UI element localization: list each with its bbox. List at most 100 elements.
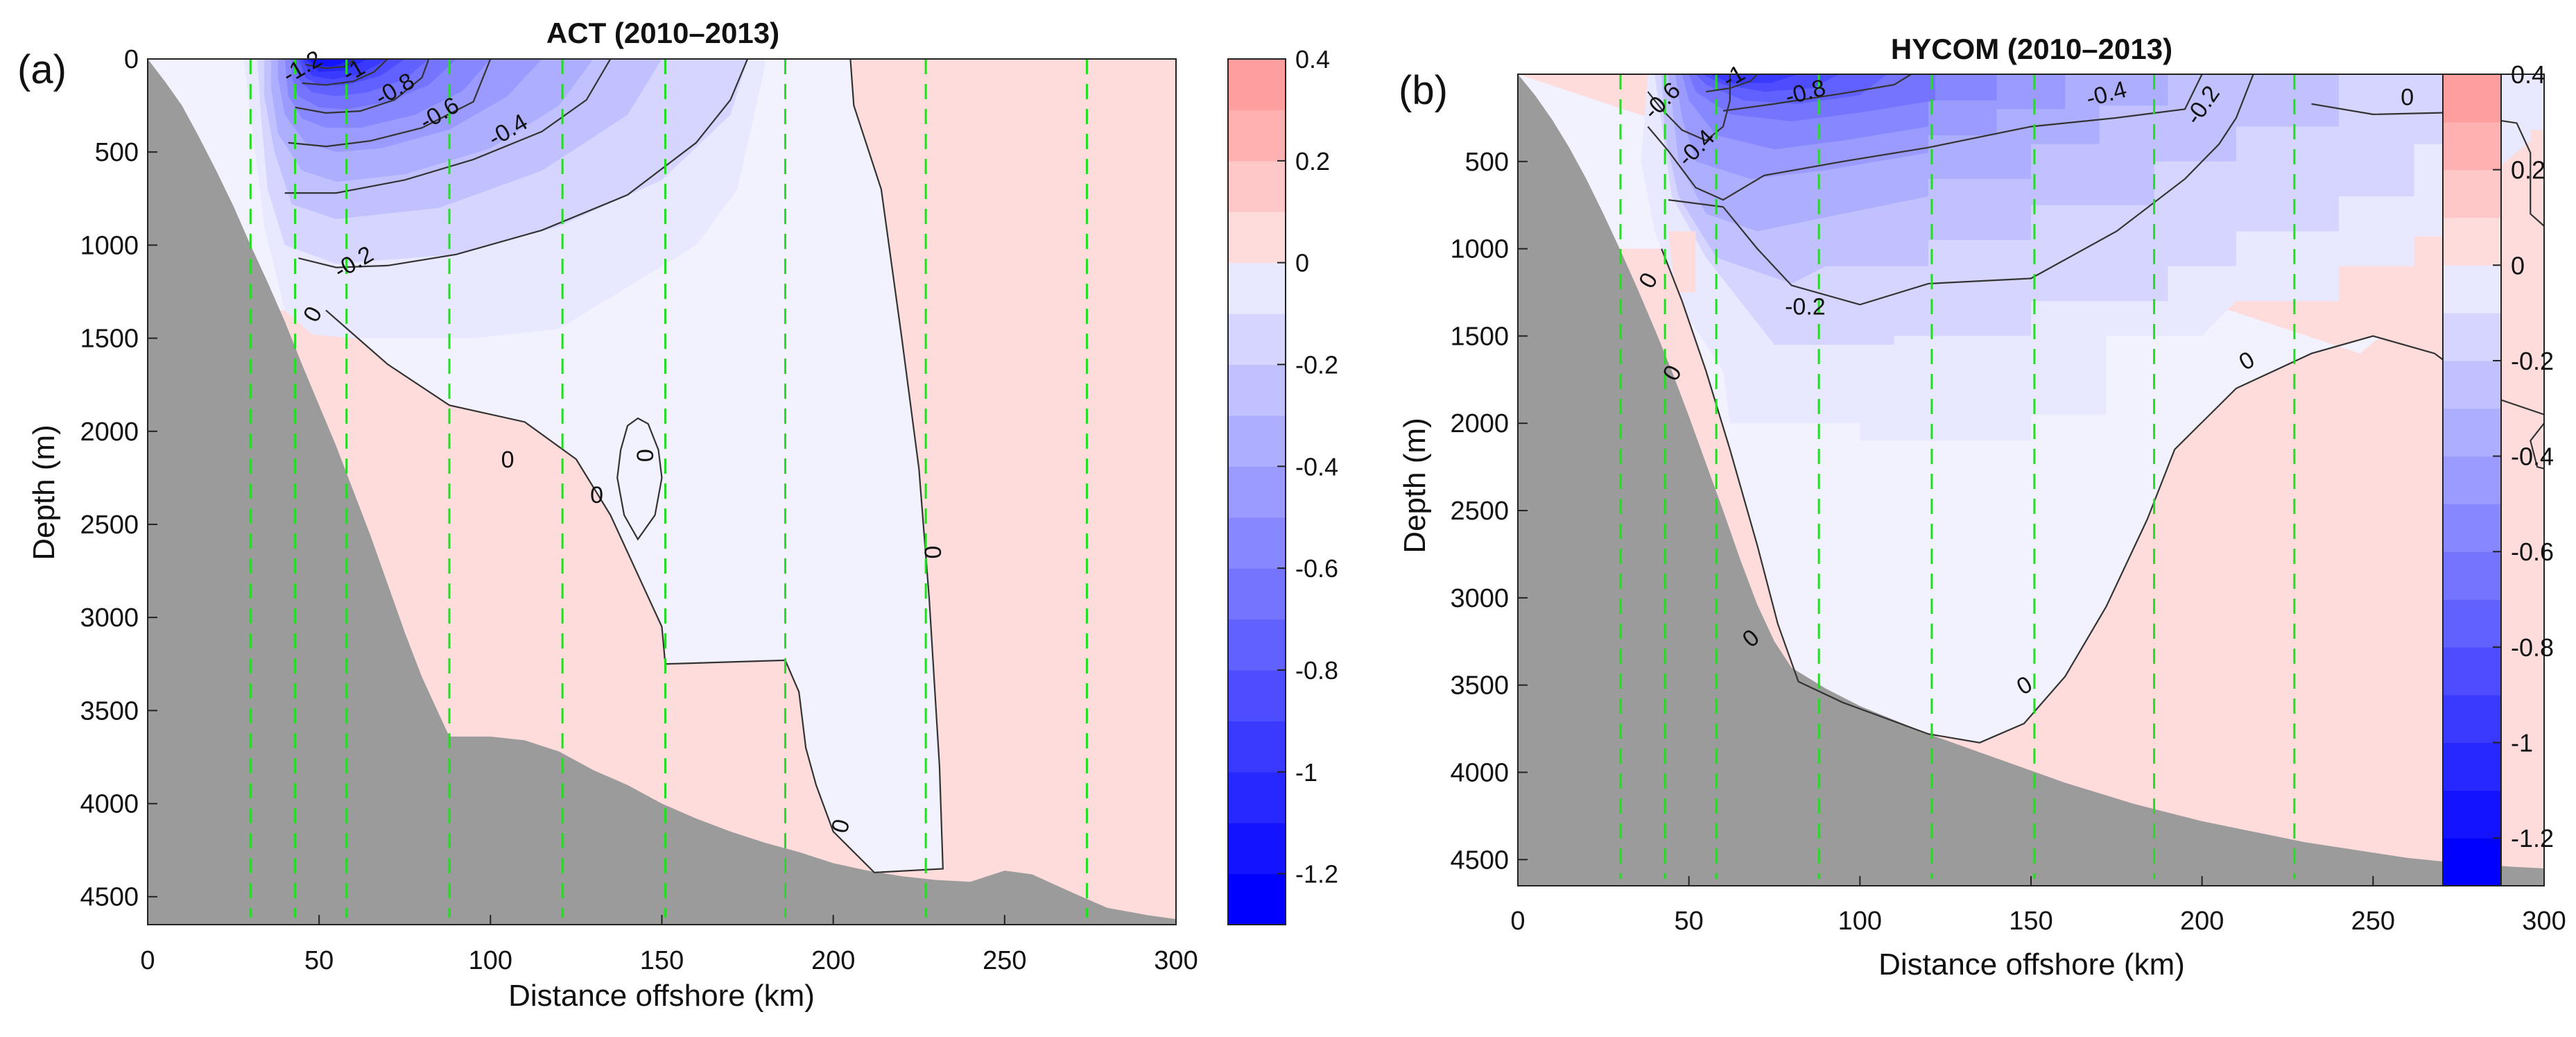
- negative-island: [617, 418, 662, 540]
- y-tick-label: 2500: [80, 511, 139, 540]
- colorbar-segment: [1228, 466, 1286, 518]
- colorbar-segment: [2443, 694, 2501, 744]
- positive-patch: [1668, 231, 1696, 293]
- colorbar-segment: [1228, 619, 1286, 671]
- colorbar-segment: [1228, 314, 1286, 366]
- colorbar-tick-label: -1.2: [2511, 824, 2554, 852]
- contour-line: [1647, 74, 2203, 201]
- panel-a-ylabel: Depth (m): [27, 425, 61, 560]
- contour-label-text: 0: [501, 447, 515, 473]
- colorbar-segment: [2443, 121, 2501, 171]
- contour-line: [288, 59, 492, 148]
- positive-patch: [2530, 130, 2544, 223]
- y-tick-label: 3500: [80, 696, 139, 726]
- zero-contour-line: [2530, 422, 2544, 470]
- x-tick-label: 100: [469, 946, 512, 975]
- panel-a-colorbar: 0.4 0.2 0 -0.2 -0.4 -0.6 -0.8 -1 -1.2: [1227, 45, 1338, 925]
- y-tick-label: 4500: [80, 883, 139, 912]
- contour-label: -0.2: [1785, 294, 1826, 320]
- colorbar-tick-label: -0.4: [1295, 452, 1338, 481]
- colorbar-segment: [1228, 873, 1286, 925]
- x-tick-label: 300: [2522, 907, 2566, 936]
- x-tick-label: 250: [2351, 907, 2395, 936]
- colorbar-tick-label: 0: [1295, 249, 1309, 277]
- contour-line: [305, 59, 354, 69]
- colorbar-segment: [1228, 364, 1286, 416]
- contour-label-text: 0: [920, 546, 946, 559]
- zero-contour-loop: [616, 417, 663, 541]
- contour-label: 0: [632, 449, 659, 462]
- colorbar-tick-label: 0.4: [1295, 45, 1330, 74]
- x-tick-label: 300: [1154, 946, 1198, 975]
- colorbar-frame: [2442, 74, 2502, 886]
- colorbar-segment: [1228, 568, 1286, 620]
- colorbar-tick-label: -0.4: [2511, 443, 2554, 471]
- contour-label-text: 0: [632, 449, 659, 462]
- contour-line: [1668, 74, 2254, 306]
- colorbar-tick-label: -1: [1295, 758, 1317, 787]
- colorbar-frame: [1227, 58, 1286, 925]
- colorbar-segment: [1228, 59, 1286, 111]
- y-tick-label: 2500: [1450, 497, 1509, 526]
- colorbar-segment: [2443, 551, 2501, 600]
- colorbar-segment: [2443, 360, 2501, 409]
- panel-b-letter: (b): [1399, 68, 1448, 113]
- contour-label-text: 0: [2401, 85, 2414, 111]
- y-tick-label: 4000: [1450, 758, 1509, 787]
- y-tick-label: 500: [95, 138, 139, 167]
- x-tick-label: 100: [1838, 907, 1882, 936]
- contour-label: 0: [920, 546, 946, 559]
- colorbar-tick-label: -0.6: [1295, 554, 1338, 583]
- y-tick-label: 1000: [80, 231, 139, 260]
- colorbar-segment: [2443, 838, 2501, 886]
- x-tick-label: 150: [640, 946, 684, 975]
- panel-a-act: (a) ACT (2010–2013) -1.2 -1 -0.8 -0.6 -0.4 -0…: [17, 17, 1338, 1013]
- colorbar-tick-label: 0: [2511, 251, 2525, 280]
- contour-line: [1722, 74, 1912, 112]
- colorbar-segment: [1228, 212, 1286, 264]
- colorbar-segment: [2443, 456, 2501, 505]
- colorbar-segment: [1228, 669, 1286, 721]
- colorbar-segment: [1228, 262, 1286, 314]
- x-tick-label: 0: [1510, 907, 1525, 936]
- contour-label: 0: [827, 816, 856, 836]
- y-tick-label: 4500: [1450, 846, 1509, 875]
- contour-label-text: -0.2: [1785, 294, 1826, 320]
- colorbar-tick-label: -1: [2511, 729, 2533, 757]
- contour-label: 0: [501, 447, 515, 473]
- y-tick-label: 500: [1465, 148, 1509, 177]
- panel-a-letter: (a): [17, 47, 67, 92]
- x-tick-label: 50: [1675, 907, 1704, 936]
- colorbar-tick-label: 0.2: [1295, 147, 1330, 175]
- x-tick-label: 150: [2009, 907, 2052, 936]
- colorbar-segment: [1228, 517, 1286, 569]
- panel-b-hycom: (b) HYCOM (2010–2013) -1-0.6-0.4-0.8 -0.4…: [1398, 33, 2566, 982]
- panel-b-xlabel: Distance offshore (km): [1878, 948, 2185, 982]
- contour-line: [298, 59, 749, 268]
- y-tick-label: 2000: [1450, 409, 1509, 438]
- colorbar-segment: [2443, 313, 2501, 361]
- colorbar-segment: [2443, 646, 2501, 696]
- panel-a-title: ACT (2010–2013): [546, 17, 779, 49]
- colorbar-segment: [1228, 771, 1286, 823]
- y-tick-label: 3000: [1450, 584, 1509, 613]
- y-tick-label: 1000: [1450, 235, 1509, 264]
- panel-b-title: HYCOM (2010–2013): [1891, 33, 2172, 65]
- y-tick-label: 0: [124, 45, 139, 74]
- panel-b-colorbar: 0.4 0.2 0 -0.2 -0.4 -0.6 -0.8 -1 -1.2: [2442, 60, 2554, 886]
- colorbar-segment: [2443, 599, 2501, 648]
- colorbar-segment: [2443, 790, 2501, 839]
- colorbar-segment: [1228, 160, 1286, 212]
- colorbar-tick-label: -0.6: [2511, 538, 2554, 566]
- x-tick-label: 0: [140, 946, 155, 975]
- y-tick-label: 4000: [80, 790, 139, 819]
- contour-label: 0: [590, 482, 603, 508]
- x-tick-label: 200: [811, 946, 855, 975]
- y-tick-label: 1500: [80, 325, 139, 354]
- colorbar-tick-label: 0.4: [2511, 60, 2545, 89]
- zero-contour-line: [325, 59, 944, 873]
- contour-line: [1706, 74, 1758, 93]
